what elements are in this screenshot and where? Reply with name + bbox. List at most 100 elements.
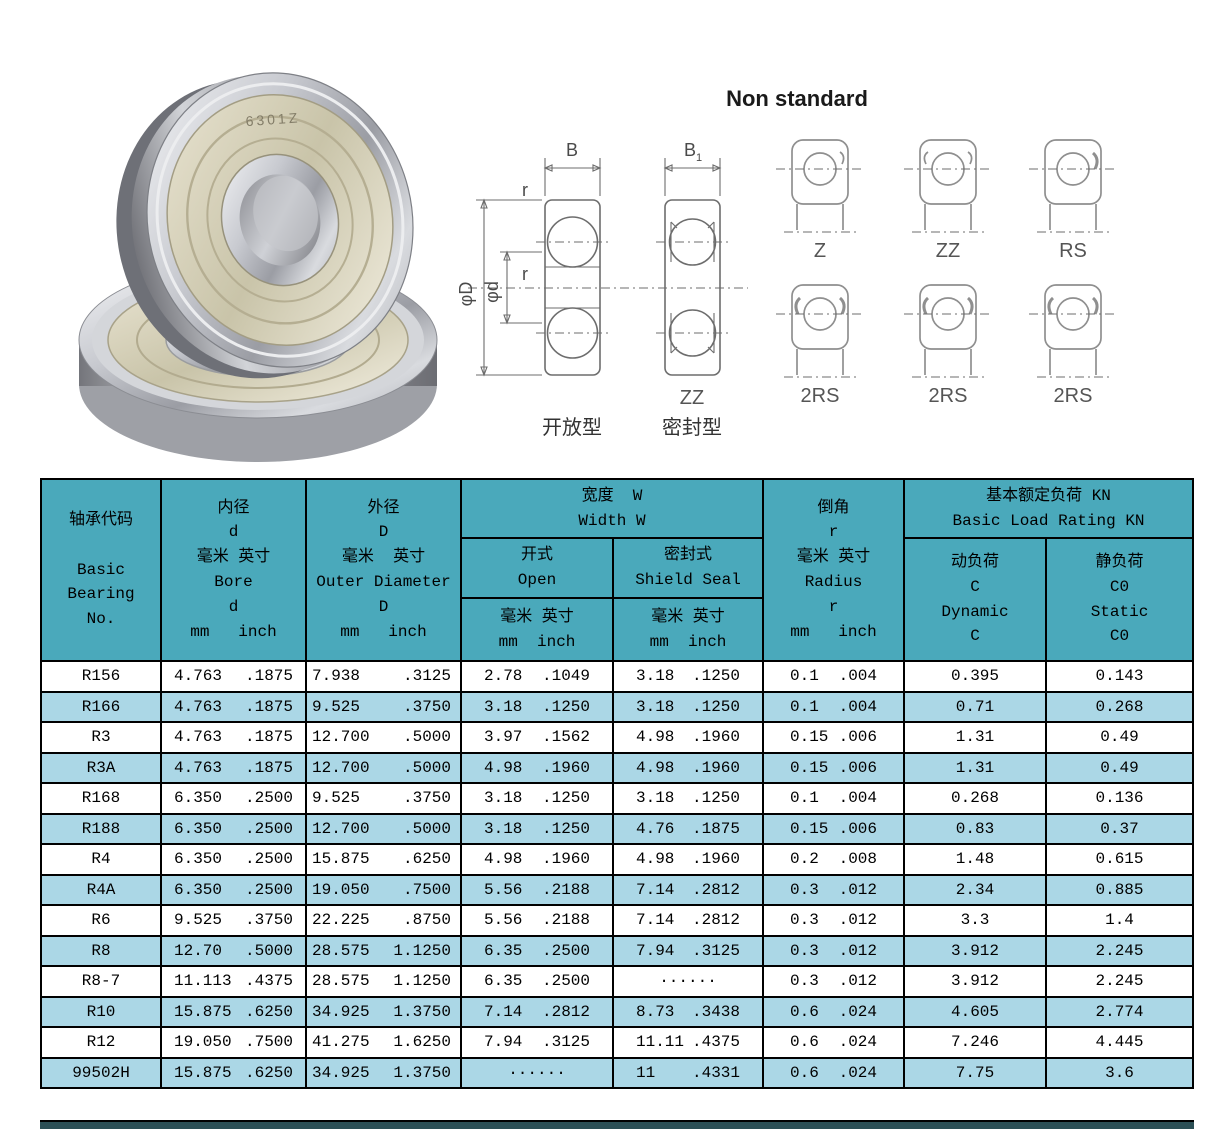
cell-radius: 0.3.012 — [762, 965, 905, 998]
svg-text:2RS: 2RS — [929, 385, 968, 407]
cell-static: 1.4 — [1045, 904, 1194, 937]
cell-od: 34.925 1.3750 — [305, 1056, 462, 1089]
cell-dynamic: 0.395 — [903, 660, 1047, 693]
dim-phid: φd — [482, 281, 502, 303]
svg-text:2RS: 2RS — [1054, 385, 1093, 407]
cell-dynamic: 0.83 — [903, 812, 1047, 845]
cell-bore: 15.875.6250 — [160, 1056, 307, 1089]
header-shield: 密封式 Shield Seal — [612, 537, 764, 599]
cell-open: 7.94.3125 — [460, 1026, 614, 1059]
cell-shield: 3.18.1250 — [612, 782, 764, 815]
bearing-type-icon: 2RS — [1029, 284, 1117, 407]
next-section-cut-strip — [40, 1120, 1194, 1129]
cell-bore: 4.763.1875 — [160, 690, 307, 723]
cell-bore: 6.350.2500 — [160, 812, 307, 845]
cell-shield: 7.14.2812 — [612, 904, 764, 937]
cell-open: 3.97.1562 — [460, 721, 614, 754]
cell-od: 34.925 1.3750 — [305, 995, 462, 1028]
dim-r-top: r — [522, 180, 528, 200]
cell-code: R8 — [40, 934, 162, 967]
table-row: R3A 4.763.1875 12.700.5000 4.98.1960 4.98.19… — [40, 751, 1194, 784]
cell-radius: 0.6.024 — [762, 1056, 905, 1089]
cell-code: R10 — [40, 995, 162, 1028]
bearing-type-icon: 2RS — [776, 284, 864, 407]
cell-shield: 4.98.1960 — [612, 751, 764, 784]
cell-od: 28.575 1.1250 — [305, 934, 462, 967]
cell-dynamic: 7.75 — [903, 1056, 1047, 1089]
cell-shield: 3.18.1250 — [612, 660, 764, 693]
table-row: R188 6.350.2500 12.700.5000 3.18.1250 4.76.1… — [40, 812, 1194, 845]
cell-radius: 0.1.004 — [762, 690, 905, 723]
header-unit-open: 毫米 英寸 mm inch — [460, 597, 614, 662]
cell-radius: 0.1.004 — [762, 660, 905, 693]
cell-static: 0.49 — [1045, 721, 1194, 754]
header-outer: 外径 D 毫米 英寸 Outer Diameter D mm inch — [305, 478, 462, 662]
header-load-group: 基本额定负荷 KN Basic Load Rating KN — [903, 478, 1194, 539]
cell-dynamic: 3.3 — [903, 904, 1047, 937]
cell-radius: 0.6.024 — [762, 1026, 905, 1059]
dim-B: B — [566, 140, 578, 160]
cell-bore: 9.525.3750 — [160, 904, 307, 937]
cell-static: 0.885 — [1045, 873, 1194, 906]
cell-radius: 0.15.006 — [762, 751, 905, 784]
header-code: 轴承代码 Basic Bearing No. — [40, 478, 162, 662]
cell-shield: 11.4331 — [612, 1056, 764, 1089]
table-body: R156 4.763.1875 7.938.3125 2.78.1049 3.18.12… — [40, 660, 1194, 1089]
cell-code: R4A — [40, 873, 162, 906]
cell-dynamic: 1.48 — [903, 843, 1047, 876]
dim-B1-sub: 1 — [696, 152, 702, 164]
cell-open: ······ — [460, 1056, 614, 1089]
cell-dynamic: 3.912 — [903, 965, 1047, 998]
header-width-group: 宽度 W Width W — [460, 478, 764, 539]
table-row: R4A 6.350.2500 19.050.7500 5.56.2188 7.14.28… — [40, 873, 1194, 906]
cell-code: 99502H — [40, 1056, 162, 1089]
cell-dynamic: 3.912 — [903, 934, 1047, 967]
cell-static: 2.245 — [1045, 965, 1194, 998]
cell-shield: 11.11.4375 — [612, 1026, 764, 1059]
cell-shield: 3.18.1250 — [612, 690, 764, 723]
svg-text:RS: RS — [1059, 240, 1087, 262]
bearing-type-icon: 2RS — [904, 284, 992, 407]
cell-od: 7.938.3125 — [305, 660, 462, 693]
product-photo: 6301Z — [78, 72, 438, 462]
open-type-label: 开放型 — [542, 416, 602, 439]
cell-bore: 4.763.1875 — [160, 660, 307, 693]
cell-static: 0.143 — [1045, 660, 1194, 693]
cell-dynamic: 1.31 — [903, 751, 1047, 784]
cell-od: 9.525.3750 — [305, 782, 462, 815]
cell-open: 6.35.2500 — [460, 934, 614, 967]
cell-code: R3 — [40, 721, 162, 754]
dim-phiD: φD — [456, 282, 476, 307]
header-open: 开式 Open — [460, 537, 614, 599]
cell-static: 0.268 — [1045, 690, 1194, 723]
cell-radius: 0.6.024 — [762, 995, 905, 1028]
cell-shield: 4.98.1960 — [612, 843, 764, 876]
cell-radius: 0.1.004 — [762, 782, 905, 815]
table-row: R8-7 11.113.4375 28.575 1.1250 6.35.2500 ····… — [40, 965, 1194, 998]
tech-diagram: Non standard B r r φD — [456, 86, 1117, 439]
cell-shield: 7.94.3125 — [612, 934, 764, 967]
cell-static: 4.445 — [1045, 1026, 1194, 1059]
cell-dynamic: 7.246 — [903, 1026, 1047, 1059]
cell-code: R166 — [40, 690, 162, 723]
diagram-title: Non standard — [726, 86, 868, 111]
cell-od: 19.050.7500 — [305, 873, 462, 906]
zz-label: ZZ — [680, 387, 704, 409]
cell-dynamic: 0.268 — [903, 782, 1047, 815]
cell-static: 3.6 — [1045, 1056, 1194, 1089]
cell-bore: 6.350.2500 — [160, 843, 307, 876]
cell-open: 5.56.2188 — [460, 904, 614, 937]
cell-code: R6 — [40, 904, 162, 937]
cell-shield: ······ — [612, 965, 764, 998]
bearing-type-icon: ZZ — [904, 139, 992, 262]
cell-open: 4.98.1960 — [460, 751, 614, 784]
cell-open: 4.98.1960 — [460, 843, 614, 876]
sealed-type-label: 密封型 — [662, 416, 722, 439]
header-bore: 内径 d 毫米 英寸 Bore d mm inch — [160, 478, 307, 662]
table-header: 轴承代码 Basic Bearing No. 内径 d 毫米 英寸 Bore d… — [40, 478, 1194, 662]
svg-text:2RS: 2RS — [801, 385, 840, 407]
cell-bore: 6.350.2500 — [160, 873, 307, 906]
cell-open: 3.18.1250 — [460, 782, 614, 815]
dim-B1: B — [684, 140, 696, 160]
table-row: R156 4.763.1875 7.938.3125 2.78.1049 3.18.12… — [40, 660, 1194, 693]
